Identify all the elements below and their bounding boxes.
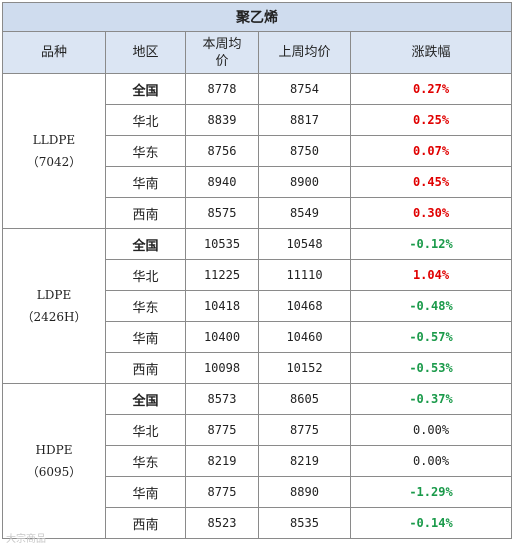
region-cell: 全国 [105,383,186,415]
product-name: LLDPE [32,133,76,147]
this-week-price: 8523 [185,507,259,539]
change-value: 1.04% [349,259,513,291]
header-product: 品种 [2,31,106,74]
change-value: -0.14% [349,507,513,539]
last-week-price: 11110 [258,259,351,291]
this-week-price: 8573 [185,383,259,415]
region-cell: 华北 [105,414,186,446]
change-value: -0.37% [349,383,513,415]
table-row: LLDPE （7042） 全国 8778 8754 0.27% [2,73,513,229]
header-this-week: 本周均价 [185,31,259,74]
this-week-price: 8778 [185,73,259,105]
region-cell: 华东 [105,135,186,167]
change-value: -0.12% [349,228,513,260]
region-cell: 华北 [105,104,186,136]
table-row: 华南 8775 8890 -1.29% [3,476,513,508]
table-row: 西南 8575 8549 0.30% [3,197,513,229]
this-week-price: 10098 [185,352,259,384]
header-region: 地区 [105,31,186,74]
region-cell: 华南 [105,321,186,353]
last-week-price: 8890 [258,476,351,508]
table-row: 华东 8756 8750 0.07% [3,135,513,167]
this-week-price: 8775 [185,476,259,508]
change-value: -0.48% [349,290,513,322]
region-cell: 全国 [105,228,186,260]
table-row: 华南 8940 8900 0.45% [3,166,513,198]
last-week-price: 8775 [258,414,351,446]
watermark: 大宗商品 [6,534,46,545]
last-week-price: 8754 [258,73,351,105]
table-row: 西南 8523 8535 -0.14% [3,507,513,539]
header-this-week-label: 本周均价 [202,36,242,69]
table-row: 华南 10400 10460 -0.57% [3,321,513,353]
last-week-price: 8535 [258,507,351,539]
last-week-price: 10460 [258,321,351,353]
this-week-price: 10418 [185,290,259,322]
last-week-price: 10468 [258,290,351,322]
last-week-price: 8219 [258,445,351,477]
change-value: 0.25% [349,104,513,136]
last-week-price: 10152 [258,352,351,384]
region-cell: 西南 [105,507,186,539]
last-week-price: 8900 [258,166,351,198]
product-cell: LDPE （2426H） [2,228,106,384]
region-cell: 华东 [105,290,186,322]
region-cell: 全国 [105,73,186,105]
change-value: 0.45% [349,166,513,198]
table-row: 西南 10098 10152 -0.53% [3,352,513,384]
table-row: HDPE （6095） 全国 8573 8605 -0.37% [2,383,513,539]
last-week-price: 8750 [258,135,351,167]
this-week-price: 8940 [185,166,259,198]
region-cell: 西南 [105,352,186,384]
product-grade: （2426H） [21,310,87,324]
this-week-price: 8756 [185,135,259,167]
this-week-price: 8219 [185,445,259,477]
product-cell: HDPE （6095） [2,383,106,539]
last-week-price: 8605 [258,383,351,415]
region-cell: 华东 [105,445,186,477]
this-week-price: 8575 [185,197,259,229]
change-value: -1.29% [349,476,513,508]
change-value: 0.00% [349,445,513,477]
table-row: 华北 11225 11110 1.04% [3,259,513,291]
change-value: 0.07% [349,135,513,167]
polyethylene-price-table: 聚乙烯 品种 地区 本周均价 上周均价 涨跌幅 LLDPE （7042） 全国 877… [1,2,513,539]
product-grade: （7042） [26,155,82,169]
this-week-price: 10535 [185,228,259,260]
header-change: 涨跌幅 [349,31,513,74]
change-value: -0.53% [349,352,513,384]
product-cell: LLDPE （7042） [2,73,106,229]
region-cell: 西南 [105,197,186,229]
table-body: LLDPE （7042） 全国 8778 8754 0.27% 华北 8839 8817 0.25… [2,73,513,539]
this-week-price: 10400 [185,321,259,353]
last-week-price: 8817 [258,104,351,136]
table-row: 华北 8839 8817 0.25% [3,104,513,136]
table-row: 华东 10418 10468 -0.48% [3,290,513,322]
region-cell: 华南 [105,476,186,508]
region-cell: 华北 [105,259,186,291]
this-week-price: 11225 [185,259,259,291]
change-value: 0.00% [349,414,513,446]
last-week-price: 10548 [258,228,351,260]
header-last-week: 上周均价 [258,31,351,74]
change-value: 0.30% [349,197,513,229]
product-grade: （6095） [26,465,82,479]
product-name: HDPE [35,443,73,457]
this-week-price: 8839 [185,104,259,136]
table-row: LDPE （2426H） 全国 10535 10548 -0.12% [2,228,513,384]
change-value: 0.27% [349,73,513,105]
region-cell: 华南 [105,166,186,198]
change-value: -0.57% [349,321,513,353]
header-row: 品种 地区 本周均价 上周均价 涨跌幅 [2,31,513,74]
table-title: 聚乙烯 [1,2,513,32]
last-week-price: 8549 [258,197,351,229]
product-name: LDPE [36,288,72,302]
this-week-price: 8775 [185,414,259,446]
